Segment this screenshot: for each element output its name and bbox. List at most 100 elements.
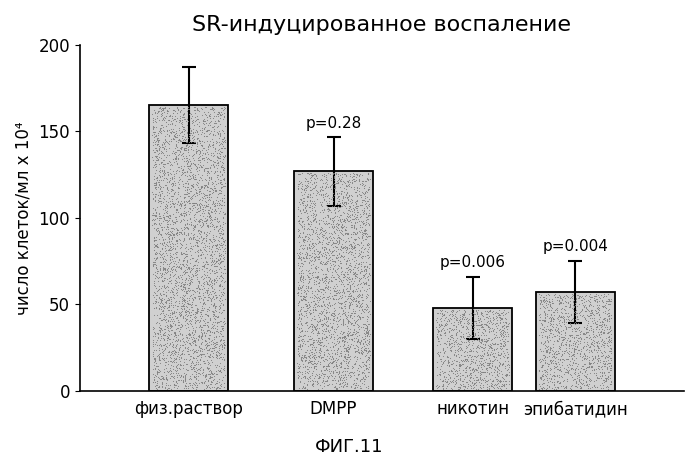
Point (208, 308, 219, 316)
Point (360, 334, 371, 342)
Point (579, 349, 590, 356)
Point (503, 361, 514, 368)
Point (170, 382, 181, 389)
Point (341, 189, 352, 196)
Point (541, 384, 552, 392)
Point (336, 295, 347, 302)
Point (535, 296, 546, 304)
Point (463, 363, 475, 371)
Point (322, 345, 333, 353)
Point (187, 355, 199, 362)
Point (185, 303, 196, 311)
Point (152, 214, 163, 222)
Point (581, 304, 592, 312)
Point (461, 355, 472, 363)
Point (352, 337, 363, 344)
Point (301, 290, 312, 298)
Point (301, 213, 312, 221)
Point (552, 296, 563, 304)
Point (215, 252, 226, 259)
Point (321, 234, 332, 241)
Point (473, 322, 484, 329)
Point (552, 337, 563, 344)
Point (170, 348, 181, 355)
Point (542, 368, 553, 376)
Point (330, 385, 341, 392)
Point (154, 191, 165, 198)
Point (329, 347, 340, 354)
Point (215, 330, 226, 337)
Point (317, 226, 328, 233)
Point (149, 148, 160, 155)
Point (354, 349, 365, 356)
Point (151, 242, 162, 249)
Point (159, 344, 171, 352)
Point (535, 345, 546, 352)
Point (318, 372, 329, 379)
Point (177, 166, 188, 174)
Point (358, 273, 369, 280)
Point (345, 299, 356, 307)
Point (196, 183, 207, 190)
Point (158, 156, 169, 163)
Point (308, 315, 319, 322)
Point (189, 312, 200, 319)
Point (482, 380, 493, 388)
Point (185, 264, 196, 272)
Point (173, 118, 185, 126)
Point (202, 296, 213, 303)
Point (601, 384, 612, 391)
Point (586, 359, 597, 366)
Point (197, 279, 208, 287)
Point (496, 336, 507, 343)
Point (477, 359, 489, 366)
Point (199, 209, 210, 216)
Point (294, 337, 305, 345)
Point (158, 210, 169, 217)
Point (295, 272, 306, 280)
Point (536, 325, 547, 332)
Point (218, 114, 229, 121)
Point (431, 371, 442, 378)
Point (149, 184, 160, 192)
Point (345, 207, 356, 215)
Point (494, 352, 505, 359)
Point (335, 293, 346, 300)
Point (301, 318, 312, 325)
Point (362, 313, 373, 320)
Point (147, 209, 159, 216)
Point (461, 332, 473, 340)
Point (480, 340, 491, 348)
Point (215, 207, 226, 215)
Point (185, 181, 196, 189)
Point (209, 263, 220, 270)
Point (362, 349, 373, 356)
Point (361, 247, 373, 254)
Point (438, 316, 449, 324)
Point (166, 197, 178, 204)
Point (305, 237, 316, 245)
Point (209, 236, 220, 244)
Point (172, 361, 183, 369)
Point (584, 384, 596, 392)
Point (327, 170, 338, 177)
Point (552, 321, 563, 328)
Point (605, 364, 617, 372)
Point (539, 375, 550, 382)
Point (470, 376, 482, 383)
Point (359, 207, 370, 214)
Text: p=0.28: p=0.28 (305, 116, 362, 131)
Point (195, 229, 206, 236)
Point (194, 331, 205, 338)
Point (184, 355, 195, 363)
Point (556, 313, 567, 320)
Point (149, 212, 160, 219)
Point (589, 292, 600, 300)
Point (582, 312, 593, 319)
Point (437, 378, 448, 385)
Point (192, 381, 203, 389)
Point (577, 329, 589, 337)
Point (302, 271, 313, 278)
Point (356, 346, 367, 353)
Point (163, 303, 174, 311)
